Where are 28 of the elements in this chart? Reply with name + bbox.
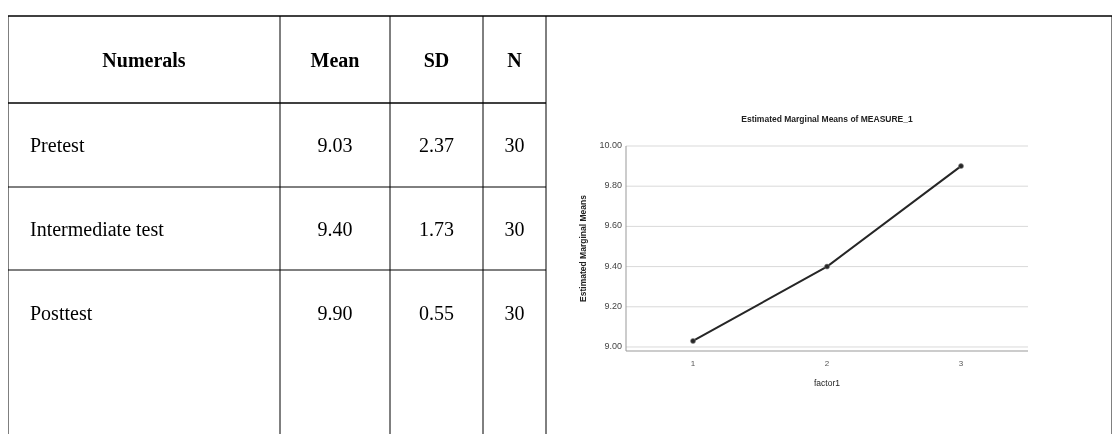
category-label: Pretest [30, 134, 85, 156]
y-tick-label: 9.00 [604, 340, 622, 351]
y-tick-label: 9.60 [604, 220, 622, 231]
text: SD [423, 48, 450, 71]
text: Numerals [102, 48, 186, 71]
text: N [507, 48, 523, 71]
x-tick-label: 2 [824, 359, 830, 368]
x-axis-title: factor1 [814, 378, 841, 388]
y-tick-label: 9.40 [604, 260, 622, 271]
data-label: 30 [504, 134, 525, 156]
text: Mean [310, 48, 360, 71]
x-tick-label: 1 [690, 359, 696, 368]
y-tick-label: 9.80 [604, 180, 622, 191]
y-tick-label: 9.20 [604, 300, 622, 311]
y-axis-title: Estimated Marginal Means [578, 194, 588, 302]
x-tick-label: 3 [958, 359, 964, 368]
data-label: 30 [504, 301, 525, 324]
chart-title: Estimated Marginal Means of MEASURE_1 [741, 114, 913, 124]
data-label: 9.03 [317, 134, 353, 156]
data-label: 0.55 [419, 301, 454, 324]
category-label: Posttest [30, 301, 93, 324]
data-label: 9.40 [317, 217, 353, 240]
data-label: 9.90 [317, 301, 353, 324]
data-label: 1.73 [419, 217, 454, 240]
data-label: 30 [504, 217, 525, 240]
category-label: Intermediate test [30, 217, 165, 240]
y-tick-label: 10.00 [599, 140, 622, 150]
data-label: 2.37 [419, 134, 454, 156]
